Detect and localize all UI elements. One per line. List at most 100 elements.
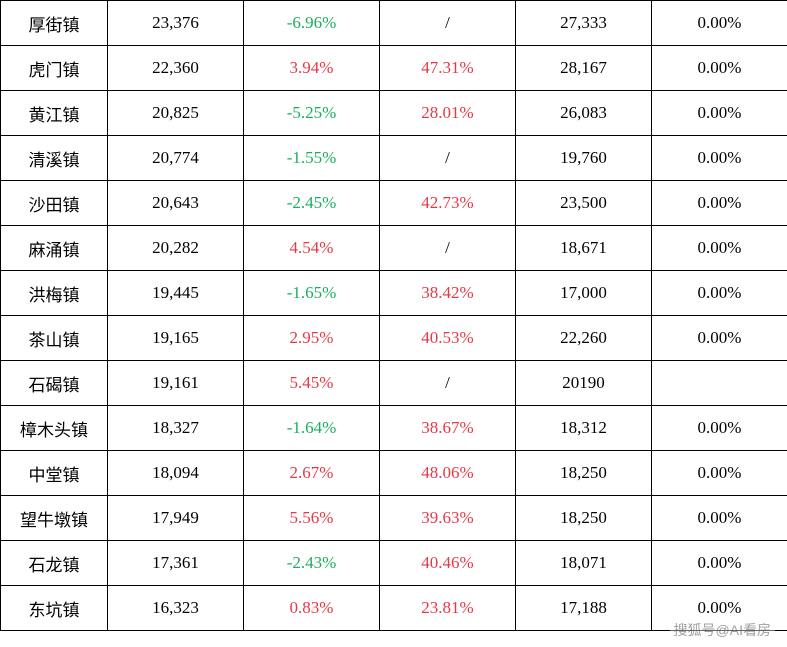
table-row: 石龙镇17,361-2.43%40.46%18,0710.00% xyxy=(1,541,787,586)
table-cell: 42.73% xyxy=(380,181,516,226)
table-cell: -6.96% xyxy=(244,1,380,46)
table-cell: 23,500 xyxy=(516,181,652,226)
table-cell: 19,165 xyxy=(108,316,244,361)
table-cell: -1.64% xyxy=(244,406,380,451)
table-cell: 20,774 xyxy=(108,136,244,181)
table-row: 虎门镇22,3603.94%47.31%28,1670.00% xyxy=(1,46,787,91)
table-cell: 樟木头镇 xyxy=(1,406,108,451)
table-cell: 0.00% xyxy=(652,586,787,631)
table-row: 望牛墩镇17,9495.56%39.63%18,2500.00% xyxy=(1,496,787,541)
table-cell: -2.43% xyxy=(244,541,380,586)
table-cell: 0.00% xyxy=(652,91,787,136)
table-cell: 20,282 xyxy=(108,226,244,271)
table-cell: 0.00% xyxy=(652,271,787,316)
table-cell: 2.95% xyxy=(244,316,380,361)
table-cell: 20,643 xyxy=(108,181,244,226)
table-row: 黄江镇20,825-5.25%28.01%26,0830.00% xyxy=(1,91,787,136)
table-cell: 17,000 xyxy=(516,271,652,316)
table-cell: 0.00% xyxy=(652,226,787,271)
data-table: 厚街镇23,376-6.96%/27,3330.00%虎门镇22,3603.94… xyxy=(0,0,787,631)
table-cell: 沙田镇 xyxy=(1,181,108,226)
table-cell: / xyxy=(380,136,516,181)
table-cell: 20190 xyxy=(516,361,652,406)
table-cell: 47.31% xyxy=(380,46,516,91)
table-cell: 黄江镇 xyxy=(1,91,108,136)
table-cell: -2.45% xyxy=(244,181,380,226)
table-cell: 中堂镇 xyxy=(1,451,108,496)
table-cell: 18,312 xyxy=(516,406,652,451)
table-cell: 0.00% xyxy=(652,316,787,361)
table-row: 东坑镇16,3230.83%23.81%17,1880.00% xyxy=(1,586,787,631)
table-cell: 22,260 xyxy=(516,316,652,361)
table-cell: 0.00% xyxy=(652,136,787,181)
table-cell: 23.81% xyxy=(380,586,516,631)
table-cell: 4.54% xyxy=(244,226,380,271)
table-cell: 3.94% xyxy=(244,46,380,91)
table-cell: 0.00% xyxy=(652,46,787,91)
table-cell: 40.53% xyxy=(380,316,516,361)
table-row: 厚街镇23,376-6.96%/27,3330.00% xyxy=(1,1,787,46)
table-cell: 17,188 xyxy=(516,586,652,631)
table-row: 麻涌镇20,2824.54%/18,6710.00% xyxy=(1,226,787,271)
table-cell: 厚街镇 xyxy=(1,1,108,46)
table-cell: 0.00% xyxy=(652,541,787,586)
table-cell: 0.00% xyxy=(652,1,787,46)
table-cell: / xyxy=(380,226,516,271)
table-cell: 22,360 xyxy=(108,46,244,91)
table-row: 茶山镇19,1652.95%40.53%22,2600.00% xyxy=(1,316,787,361)
table-cell: 虎门镇 xyxy=(1,46,108,91)
table-cell xyxy=(652,361,787,406)
table-cell: 23,376 xyxy=(108,1,244,46)
table-cell: -1.55% xyxy=(244,136,380,181)
table-cell: 0.83% xyxy=(244,586,380,631)
table-cell: 石龙镇 xyxy=(1,541,108,586)
table-cell: 19,161 xyxy=(108,361,244,406)
table-cell: 19,760 xyxy=(516,136,652,181)
table-cell: 清溪镇 xyxy=(1,136,108,181)
table-row: 石碣镇19,1615.45%/20190 xyxy=(1,361,787,406)
table-cell: -5.25% xyxy=(244,91,380,136)
table-cell: 5.45% xyxy=(244,361,380,406)
table-cell: 东坑镇 xyxy=(1,586,108,631)
table-row: 沙田镇20,643-2.45%42.73%23,5000.00% xyxy=(1,181,787,226)
table-cell: 38.42% xyxy=(380,271,516,316)
table-row: 清溪镇20,774-1.55%/19,7600.00% xyxy=(1,136,787,181)
table-body: 厚街镇23,376-6.96%/27,3330.00%虎门镇22,3603.94… xyxy=(1,1,787,631)
table-cell: 28.01% xyxy=(380,91,516,136)
table-cell: -1.65% xyxy=(244,271,380,316)
table-cell: 石碣镇 xyxy=(1,361,108,406)
table-cell: 18,250 xyxy=(516,451,652,496)
table-cell: 18,671 xyxy=(516,226,652,271)
table-cell: 26,083 xyxy=(516,91,652,136)
table-row: 洪梅镇19,445-1.65%38.42%17,0000.00% xyxy=(1,271,787,316)
table-cell: 17,949 xyxy=(108,496,244,541)
table-cell: 0.00% xyxy=(652,181,787,226)
table-cell: 洪梅镇 xyxy=(1,271,108,316)
table-cell: 0.00% xyxy=(652,406,787,451)
table-cell: 18,071 xyxy=(516,541,652,586)
table-cell: / xyxy=(380,361,516,406)
table-cell: 0.00% xyxy=(652,496,787,541)
table-cell: 28,167 xyxy=(516,46,652,91)
table-cell: 18,327 xyxy=(108,406,244,451)
table-cell: 望牛墩镇 xyxy=(1,496,108,541)
table-cell: 麻涌镇 xyxy=(1,226,108,271)
table-cell: 2.67% xyxy=(244,451,380,496)
table-row: 中堂镇18,0942.67%48.06%18,2500.00% xyxy=(1,451,787,496)
table-cell: 38.67% xyxy=(380,406,516,451)
table-row: 樟木头镇18,327-1.64%38.67%18,3120.00% xyxy=(1,406,787,451)
table-cell: 18,094 xyxy=(108,451,244,496)
table-cell: 40.46% xyxy=(380,541,516,586)
table-cell: / xyxy=(380,1,516,46)
table-cell: 茶山镇 xyxy=(1,316,108,361)
table-cell: 0.00% xyxy=(652,451,787,496)
table-cell: 20,825 xyxy=(108,91,244,136)
table-cell: 18,250 xyxy=(516,496,652,541)
table-cell: 5.56% xyxy=(244,496,380,541)
table-cell: 27,333 xyxy=(516,1,652,46)
table-cell: 19,445 xyxy=(108,271,244,316)
table-cell: 48.06% xyxy=(380,451,516,496)
table-cell: 16,323 xyxy=(108,586,244,631)
table-cell: 17,361 xyxy=(108,541,244,586)
table-cell: 39.63% xyxy=(380,496,516,541)
